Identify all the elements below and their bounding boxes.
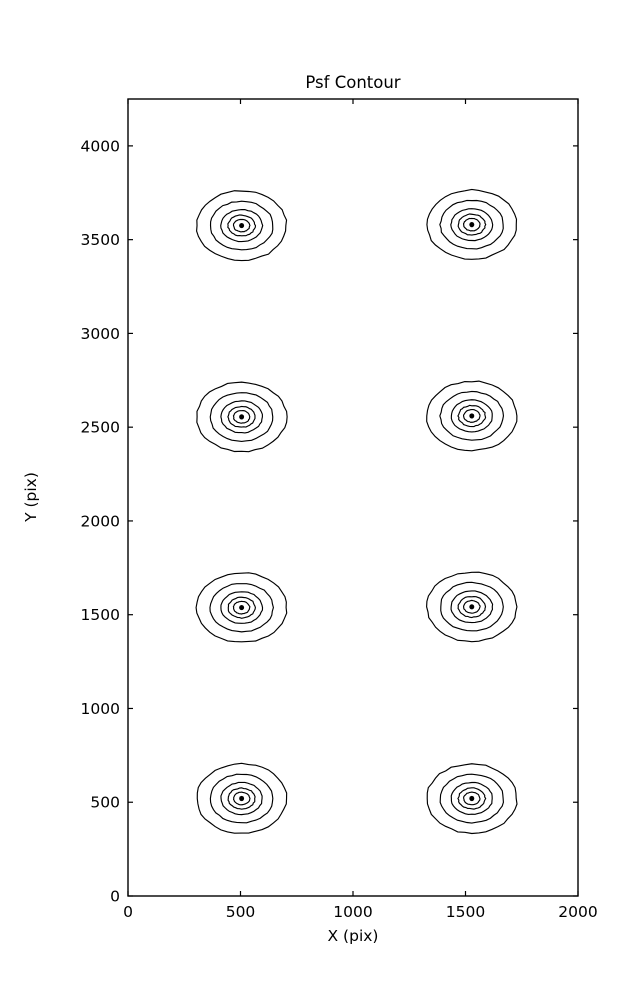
y-tick-label-4000: 4000 [81,137,120,155]
y-tick-label-500: 500 [90,794,120,812]
y-axis-label: Y (pix) [22,472,40,523]
x-tick-label-1000: 1000 [333,903,372,921]
psf-core [469,413,475,419]
contour-level-0.9 [462,599,481,614]
contour-level-0.1 [426,188,518,260]
contour-source [426,188,518,260]
contour-level-0.68 [227,787,256,810]
y-tick-label-1000: 1000 [81,700,120,718]
x-tick-label-2000: 2000 [558,903,597,921]
contour-source [426,380,518,452]
contour-source [196,762,288,834]
contour-level-0.9 [462,408,481,423]
contour-level-0.68 [457,404,487,428]
x-axis-tick-labels: 0 500 1000 1500 2000 [123,903,598,921]
contour-level-0.25 [209,392,274,442]
contour-level-0.45 [450,399,493,433]
x-tick-label-500: 500 [226,903,256,921]
y-tick-label-0: 0 [110,888,120,906]
contour-source [195,572,288,643]
contour-level-0.1 [196,381,288,453]
axes-frame [127,98,579,897]
contour-level-0.25 [209,200,274,251]
contour-source [196,381,288,453]
y-tick-label-2000: 2000 [81,512,120,530]
psf-core [469,222,475,228]
y-axis-ticks [128,145,578,897]
x-tick-label-1500: 1500 [446,903,485,921]
x-axis-ticks [127,99,579,896]
x-axis-label: X (pix) [328,927,379,945]
contour-sources-group [195,188,518,835]
contour-level-0.9 [232,600,251,615]
psf-core [239,222,245,229]
psf-core [469,604,475,610]
contour-level-0.25 [209,773,274,824]
contour-level-0.45 [220,781,263,816]
contour-level-0.68 [227,596,256,619]
psf-core [469,795,475,802]
psf-core [239,414,245,420]
contour-level-0.9 [463,791,481,806]
contour-level-0.1 [196,190,288,262]
contour-level-0.9 [232,218,251,233]
contour-level-0.68 [227,405,256,428]
page-title: Psf Contour [305,73,400,92]
y-tick-label-1500: 1500 [81,606,120,624]
y-tick-label-3000: 3000 [81,325,120,343]
x-tick-label-0: 0 [123,903,133,921]
contour-level-0.68 [457,787,487,810]
contour-level-0.9 [232,791,251,806]
contour-level-0.1 [196,762,288,834]
contour-level-0.25 [439,199,504,250]
contour-level-0.25 [209,583,275,633]
contour-level-0.45 [220,208,264,243]
contour-level-0.45 [220,591,264,624]
psf-core [239,795,245,802]
contour-source [426,763,518,835]
contour-level-0.1 [426,380,518,452]
contour-level-0.45 [220,400,263,434]
contour-level-0.25 [440,581,504,632]
contour-level-0.68 [227,214,257,237]
contour-level-0.45 [450,781,493,815]
contour-level-0.25 [439,773,504,824]
contour-level-0.1 [426,571,518,643]
contour-level-0.9 [232,410,251,424]
contour-level-0.68 [457,213,487,236]
contour-level-0.9 [462,217,481,232]
psf-core [239,604,245,611]
contour-level-0.45 [450,590,494,624]
contour-source [196,190,288,262]
contour-level-0.68 [457,596,487,619]
contour-level-0.1 [195,572,288,643]
y-tick-label-2500: 2500 [81,419,120,437]
contour-level-0.45 [450,208,494,242]
contour-source [426,571,518,643]
contour-level-0.25 [439,390,505,441]
contour-level-0.1 [426,763,518,835]
y-tick-label-3500: 3500 [81,231,120,249]
y-axis-tick-labels: 0 500 1000 1500 2000 2500 3000 3500 4000 [81,137,120,905]
